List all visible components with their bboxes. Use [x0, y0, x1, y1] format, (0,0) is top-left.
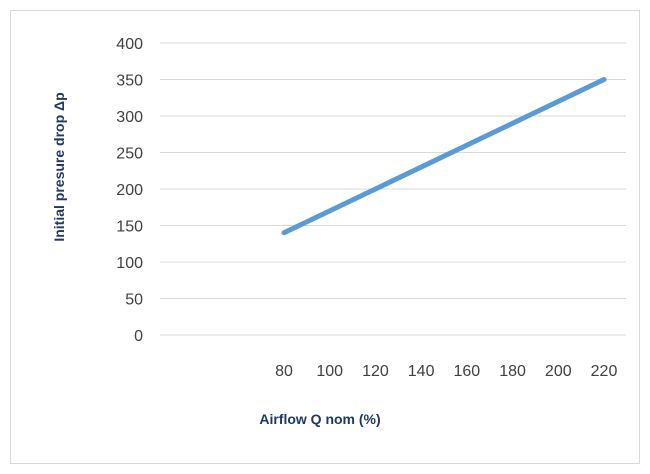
y-axis-ticks: 0 50 100 150 200 250 300 350 400	[116, 36, 143, 345]
y-tick-label: 350	[116, 73, 143, 90]
x-tick-label: 160	[454, 363, 481, 380]
x-axis-title: Airflow Q nom (%)	[259, 411, 380, 427]
x-tick-label: 200	[545, 363, 572, 380]
gridlines	[160, 42, 626, 336]
x-tick-label: 100	[316, 363, 343, 380]
x-axis-ticks: 80 100 120 140 160 180 200 220	[275, 363, 617, 380]
y-tick-label: 400	[116, 36, 143, 53]
series-lines	[281, 77, 607, 236]
x-tick-label: 220	[591, 363, 618, 380]
y-tick-label: 50	[125, 292, 143, 309]
y-tick-label: 100	[116, 255, 143, 272]
x-tick-label: 120	[362, 363, 389, 380]
y-axis-title: Initial presure drop Δp	[51, 92, 67, 241]
y-tick-label: 300	[116, 109, 143, 126]
x-tick-label: 180	[499, 363, 526, 380]
x-tick-label: 140	[408, 363, 435, 380]
chart-frame	[10, 10, 640, 464]
y-tick-label: 0	[134, 328, 143, 345]
y-tick-label: 200	[116, 182, 143, 199]
y-tick-label: 150	[116, 219, 143, 236]
series-line-0	[281, 77, 607, 236]
x-tick-label: 80	[275, 363, 293, 380]
y-tick-label: 250	[116, 146, 143, 163]
